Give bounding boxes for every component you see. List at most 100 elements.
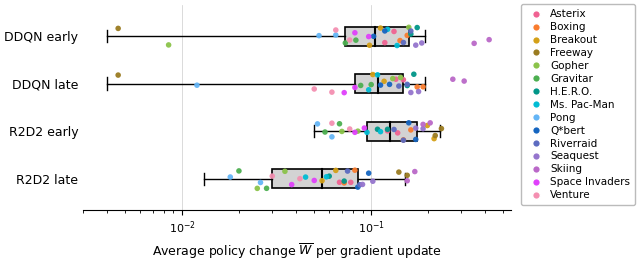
Point [331,168,341,173]
Point [380,41,390,45]
Point [406,29,416,33]
Point [344,38,355,42]
Point [376,130,386,134]
Point [404,25,414,29]
Point [364,171,374,175]
Point [388,76,398,81]
X-axis label: Average policy change $\overline{W}$ per gradient update: Average policy change $\overline{W}$ per… [152,242,442,261]
Point [402,173,412,178]
Point [422,123,433,128]
Point [396,75,406,80]
Point [436,126,447,131]
Point [372,127,383,131]
Point [402,82,412,86]
Point [372,73,383,77]
Point [411,137,421,142]
Point [344,127,355,131]
Point [321,175,332,179]
Point [394,170,404,174]
Point [412,25,422,30]
Point [355,183,365,187]
Point [409,72,419,76]
Point [379,79,389,83]
Point [459,79,469,83]
Point [418,85,428,89]
Point [376,83,386,87]
Point [262,186,272,191]
Point [364,43,374,47]
Legend: Asterix, Boxing, Breakout, Freeway, Gopher, Gravitar, H.E.R.O., Ms. Pac-Man, Pon: Asterix, Boxing, Breakout, Freeway, Goph… [521,4,635,205]
Point [406,90,416,95]
Point [364,88,374,92]
Point [351,38,361,42]
Point [448,77,458,81]
Point [295,176,305,181]
Point [383,127,393,131]
Point [404,121,414,125]
Point [398,138,408,142]
Point [389,29,399,34]
Point [418,122,428,126]
Point [417,41,427,45]
Point [418,127,428,131]
Bar [355,74,403,93]
Point [413,90,424,94]
Point [331,33,341,37]
Point [356,83,366,87]
Point [398,78,408,82]
Point [469,41,479,46]
Point [353,185,363,189]
Point [337,129,347,134]
Point [398,138,408,142]
Point [312,122,323,126]
Point [395,38,405,43]
Point [287,183,297,187]
Point [430,133,440,138]
Point [350,130,360,134]
Point [340,41,351,45]
Point [383,27,393,32]
Point [309,178,319,183]
Point [411,126,421,130]
Point [368,179,378,183]
Point [113,73,124,77]
Point [300,175,310,179]
Point [402,179,412,183]
Point [391,77,401,81]
Point [406,32,416,36]
Point [383,129,393,133]
Point [309,87,319,91]
Point [334,180,344,184]
Point [327,121,337,125]
Point [362,130,372,134]
Point [429,136,439,141]
Point [392,43,402,48]
Point [402,83,412,88]
Point [369,34,379,38]
Point [339,181,349,185]
Point [410,169,420,174]
Point [357,182,367,187]
Point [346,180,356,184]
Bar [346,26,409,46]
Point [280,169,290,173]
Point [412,85,422,89]
Bar [272,169,358,188]
Point [406,128,416,132]
Point [350,85,360,90]
Point [364,34,374,39]
Point [366,82,376,87]
Point [389,127,399,132]
Point [342,169,353,173]
Point [398,40,408,45]
Point [353,129,363,133]
Point [425,121,435,125]
Point [192,83,202,87]
Point [380,29,390,33]
Point [267,174,277,178]
Point [350,31,360,35]
Point [252,186,262,191]
Point [113,26,124,30]
Point [376,26,386,30]
Point [339,179,349,183]
